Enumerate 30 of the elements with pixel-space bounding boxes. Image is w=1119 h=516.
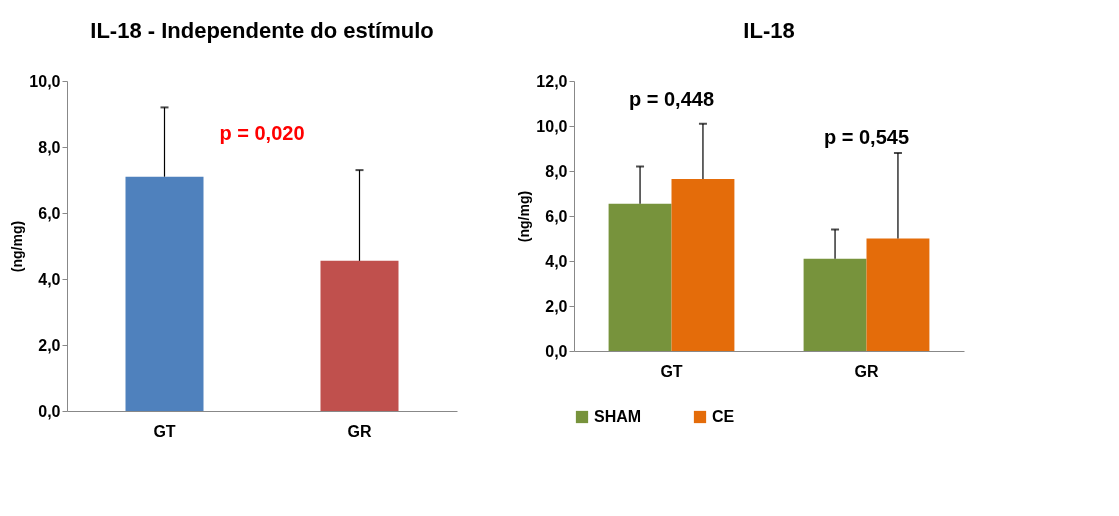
annotation: p = 0,020: [219, 121, 305, 144]
y-tick-label: 12,0: [536, 72, 568, 90]
chart-title: IL-18: [743, 18, 795, 43]
y-tick-label: 8,0: [38, 138, 61, 156]
y-axis-title: (ng/mg): [9, 220, 26, 273]
x-tick-label: GR: [347, 422, 372, 440]
annotation: p = 0,448: [628, 87, 715, 110]
y-tick-label: 0,0: [38, 402, 61, 420]
legend-label: CE: [712, 408, 735, 425]
y-tick-label: 4,0: [38, 270, 61, 288]
chart-title: IL-18 - Independente do estímulo: [90, 18, 434, 43]
y-tick-label: 4,0: [545, 252, 568, 270]
legend-label: SHAM: [594, 408, 642, 425]
y-tick-label: 2,0: [38, 336, 61, 354]
bar: [608, 203, 672, 351]
y-tick-label: 8,0: [545, 162, 568, 180]
y-tick-label: 6,0: [38, 204, 61, 222]
y-axis-title: (ng/mg): [516, 190, 533, 243]
y-tick-label: 0,0: [545, 342, 568, 360]
y-tick-label: 10,0: [29, 72, 61, 90]
annotation: p = 0,545: [823, 125, 910, 148]
bar: [671, 178, 735, 351]
y-tick-label: 6,0: [545, 207, 568, 225]
x-tick-label: GT: [660, 362, 683, 380]
x-tick-label: GT: [153, 422, 176, 440]
y-tick-label: 2,0: [545, 297, 568, 315]
x-tick-label: GR: [854, 362, 879, 380]
bar: [866, 238, 930, 351]
y-tick-label: 10,0: [536, 117, 568, 135]
bar: [803, 258, 867, 351]
